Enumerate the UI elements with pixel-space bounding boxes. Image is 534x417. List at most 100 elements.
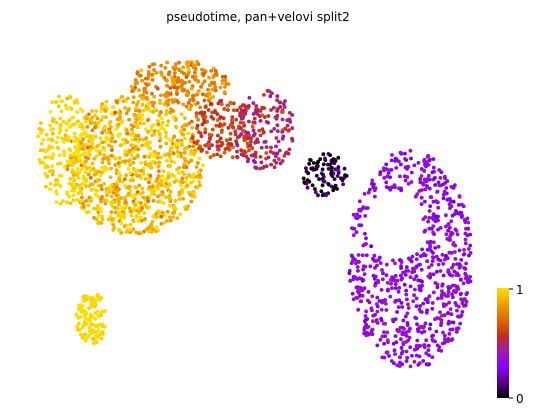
scatter-point [74, 98, 79, 102]
scatter-point [83, 159, 88, 164]
scatter-point [184, 176, 189, 180]
scatter-point [238, 105, 243, 110]
scatter-point [79, 167, 84, 172]
scatter-point [408, 345, 413, 350]
scatter-point [444, 186, 449, 190]
scatter-point [384, 262, 389, 267]
scatter-point [122, 141, 126, 146]
scatter-point [406, 338, 410, 343]
scatter-point [462, 304, 466, 308]
scatter-point [356, 259, 361, 264]
scatter-point [85, 145, 90, 150]
scatter-point [382, 299, 387, 303]
scatter-point [128, 227, 133, 232]
scatter-point [446, 228, 450, 233]
scatter-point [442, 189, 447, 194]
scatter-point [151, 198, 156, 203]
scatter-point [134, 133, 138, 138]
scatter-point [142, 121, 146, 126]
scatter-point [103, 201, 108, 206]
scatter-point [103, 109, 108, 113]
scatter-point [382, 341, 386, 346]
scatter-point [100, 323, 105, 328]
scatter-point [118, 143, 123, 148]
scatter-point [436, 180, 441, 185]
scatter-point [184, 179, 189, 184]
scatter-point [419, 267, 424, 272]
scatter-point [141, 93, 145, 97]
scatter-point [249, 136, 253, 141]
scatter-point [419, 202, 424, 207]
scatter-point [357, 290, 361, 295]
scatter-point [231, 125, 236, 130]
scatter-point [394, 298, 398, 303]
scatter-point [458, 210, 462, 215]
scatter-point [364, 236, 368, 241]
scatter-point [202, 71, 206, 76]
scatter-point [207, 93, 212, 97]
scatter-point [411, 267, 416, 272]
scatter-point [139, 201, 143, 205]
scatter-point [239, 152, 244, 157]
scatter-point [136, 99, 141, 104]
scatter-point [447, 300, 451, 305]
scatter-point [450, 320, 455, 325]
scatter-point [412, 359, 417, 364]
scatter-point [380, 334, 385, 339]
scatter-point [218, 154, 223, 159]
scatter-point [77, 321, 81, 326]
scatter-point [157, 113, 162, 118]
scatter-point [162, 183, 166, 188]
scatter-point [362, 192, 367, 196]
scatter-point [399, 273, 403, 278]
scatter-point [373, 312, 377, 317]
scatter-point [398, 355, 402, 360]
scatter-point [463, 241, 468, 246]
scatter-point [375, 321, 380, 325]
scatter-point [251, 128, 256, 133]
scatter-point [44, 184, 48, 189]
scatter-point [316, 193, 320, 198]
scatter-point [409, 180, 414, 184]
scatter-point [140, 117, 144, 121]
scatter-point [224, 81, 229, 86]
scatter-point [144, 127, 148, 132]
scatter-point [141, 166, 146, 171]
scatter-point [151, 103, 155, 108]
scatter-point [162, 75, 167, 80]
scatter-point [398, 174, 402, 179]
scatter-point [76, 154, 81, 158]
scatter-point [244, 154, 249, 159]
scatter-point [441, 262, 446, 266]
scatter-point [150, 73, 155, 77]
scatter-point [202, 110, 207, 115]
scatter-point [280, 159, 285, 163]
scatter-point [134, 106, 138, 111]
scatter-point [277, 100, 282, 105]
scatter-point [93, 317, 98, 321]
scatter-point [165, 60, 170, 65]
scatter-point [61, 149, 66, 154]
scatter-point [360, 293, 365, 298]
scatter-point [235, 155, 240, 159]
scatter-point [456, 314, 460, 319]
scatter-point [99, 199, 104, 204]
scatter-point [49, 138, 54, 142]
scatter-point [90, 115, 95, 120]
scatter-point [385, 288, 390, 293]
scatter-point [214, 123, 219, 128]
scatter-point [428, 243, 432, 247]
scatter-point [383, 334, 388, 339]
scatter-point [399, 301, 404, 305]
scatter-point [175, 92, 179, 96]
scatter-point [220, 142, 225, 146]
scatter-point [419, 195, 424, 200]
scatter-point [388, 294, 393, 299]
scatter-point [213, 110, 218, 115]
scatter-point [453, 250, 457, 254]
scatter-point [425, 247, 430, 252]
scatter-point [370, 308, 374, 313]
scatter-point [242, 149, 246, 154]
scatter-point [285, 118, 290, 123]
scatter-point [230, 115, 235, 120]
